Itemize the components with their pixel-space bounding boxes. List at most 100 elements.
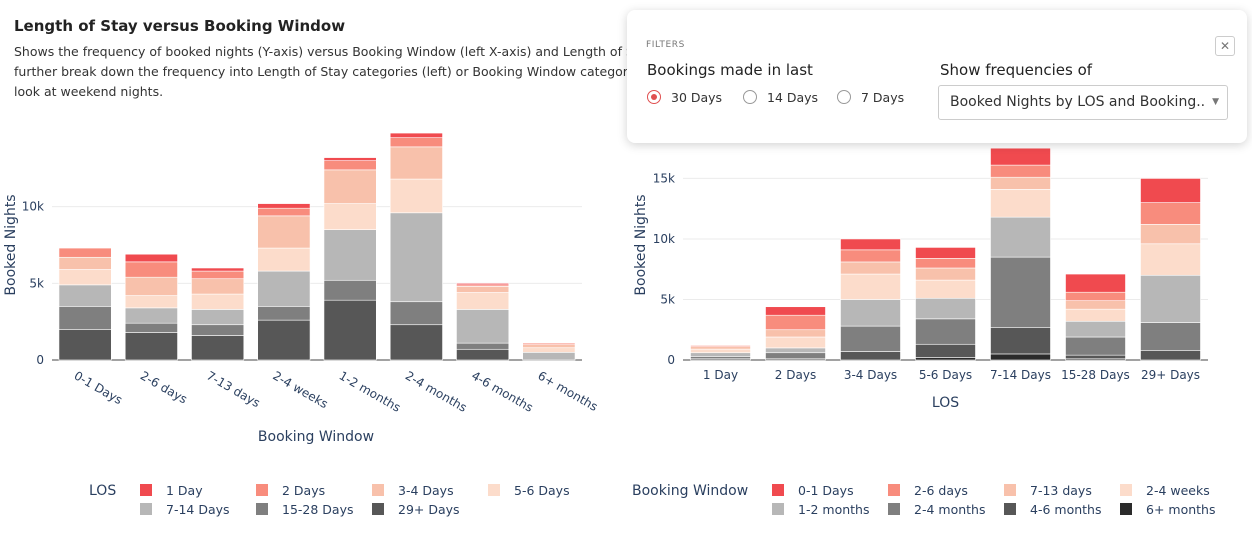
bar-segment xyxy=(990,256,1051,328)
bar-segment xyxy=(124,276,178,296)
bar-segment xyxy=(456,348,510,361)
bar-segment xyxy=(1140,322,1201,351)
legend-label: 2 Days xyxy=(282,483,325,498)
bar-segment xyxy=(456,286,510,293)
bar-segment xyxy=(1140,224,1201,245)
legend-swatch xyxy=(372,503,384,515)
bar-segment xyxy=(690,346,751,350)
bar-segment xyxy=(1140,202,1201,225)
bar-segment xyxy=(257,215,311,249)
bar-segment xyxy=(915,258,976,269)
bar-segment xyxy=(124,332,178,361)
radio-label: 14 Days xyxy=(767,89,819,105)
x-tick-label: 1 Day xyxy=(703,368,738,382)
x-tick-label: 1-2 months xyxy=(337,368,403,414)
bar-segment xyxy=(915,267,976,281)
legend-label: 4-6 months xyxy=(1030,502,1101,517)
bar-segment xyxy=(124,307,178,324)
x-tick-label: 2 Days xyxy=(775,368,816,382)
legend-label: 1 Day xyxy=(166,483,203,498)
legend-title: Booking Window xyxy=(632,483,748,499)
bar-segment xyxy=(191,267,245,272)
bar-segment xyxy=(257,306,311,321)
bar-segment xyxy=(58,329,112,361)
frequency-select[interactable]: Booked Nights by LOS and Booking.. ▼ xyxy=(938,85,1228,120)
bar-segment xyxy=(389,324,443,361)
radio-icon xyxy=(837,90,851,104)
x-tick-label: 3-4 Days xyxy=(844,368,897,382)
bar-segment xyxy=(840,299,901,327)
bar-segment xyxy=(124,261,178,278)
bar-segment xyxy=(124,295,178,309)
bar-segment xyxy=(915,279,976,299)
y-tick-label: 10k xyxy=(22,200,44,214)
bar-segment xyxy=(915,318,976,345)
bar-segment xyxy=(456,309,510,344)
legend-title: LOS xyxy=(89,483,116,499)
los-chart: 0 5k 10k 15k 1 Day 2 Days 3-4 Days 5-6 Days 7-14… xyxy=(632,147,1215,517)
bar-segment xyxy=(840,238,901,251)
bar-segment xyxy=(58,284,112,307)
bar-segment xyxy=(990,353,1051,361)
legend-swatch xyxy=(1004,484,1016,496)
filters-label: FILTERS xyxy=(646,40,685,50)
bookings-made-label: Bookings made in last xyxy=(647,61,813,79)
legend-swatch xyxy=(256,503,268,515)
bar-segment xyxy=(690,345,751,347)
bar-segment xyxy=(257,319,311,361)
y-tick-label: 10k xyxy=(653,232,675,246)
legend-label: 7-14 Days xyxy=(166,502,230,517)
legend-swatch xyxy=(888,484,900,496)
y-tick-label: 5k xyxy=(29,276,44,290)
filters-panel: FILTERS ✕ Bookings made in last 30 Days … xyxy=(627,10,1247,143)
bar-segment xyxy=(765,314,826,331)
radio-30-days[interactable]: 30 Days xyxy=(647,88,722,106)
bar-segment xyxy=(1065,336,1126,356)
bar-segment xyxy=(765,329,826,338)
bar-segment xyxy=(840,273,901,300)
radio-7-days[interactable]: 7 Days xyxy=(837,88,904,106)
bar-segment xyxy=(323,157,377,161)
bar-segment xyxy=(915,343,976,358)
legend-label: 0-1 Days xyxy=(798,483,854,498)
legend-swatch xyxy=(488,484,500,496)
legend-swatch xyxy=(140,503,152,515)
radio-label: 7 Days xyxy=(861,89,905,105)
x-tick-label: 4-6 months xyxy=(469,368,535,414)
x-tick-label: 2-4 weeks xyxy=(270,368,330,411)
frequency-select-value: Booked Nights by LOS and Booking.. xyxy=(950,94,1206,110)
x-tick-label: 5-6 Days xyxy=(919,368,972,382)
bar-segment xyxy=(323,169,377,204)
x-tick-label: 0-1 Days xyxy=(72,368,125,407)
bar-segment xyxy=(840,261,901,275)
bar-segment xyxy=(58,256,112,270)
bar-segment xyxy=(1140,178,1201,203)
bar-segment xyxy=(990,164,1051,178)
bar-segment xyxy=(990,176,1051,190)
bar-segment xyxy=(840,249,901,263)
y-tick-label: 0 xyxy=(667,353,675,367)
radio-14-days[interactable]: 14 Days xyxy=(743,88,818,106)
y-axis-title: Booked Nights xyxy=(3,194,19,295)
bar-segment xyxy=(389,212,443,303)
bar-segment xyxy=(915,297,976,320)
bar-segment xyxy=(389,301,443,326)
radio-selected-icon xyxy=(647,90,661,104)
x-tick-label: 2-4 months xyxy=(403,368,469,414)
bar-segment xyxy=(456,283,510,286)
close-icon[interactable]: ✕ xyxy=(1215,36,1235,56)
bar-segment xyxy=(765,336,826,349)
bar-segment xyxy=(990,189,1051,218)
bar-segment xyxy=(191,309,245,326)
radio-label: 30 Days xyxy=(671,89,723,105)
bar-segment xyxy=(522,342,576,345)
bar-segment xyxy=(690,352,751,357)
x-axis-title: LOS xyxy=(932,395,959,411)
bar-segment xyxy=(323,299,377,361)
bar-segment xyxy=(191,270,245,280)
bar-segment xyxy=(257,203,311,209)
bar-segment xyxy=(456,292,510,310)
bar-segment xyxy=(191,324,245,336)
bar-segment xyxy=(1065,273,1126,293)
bar-segment xyxy=(765,347,826,354)
